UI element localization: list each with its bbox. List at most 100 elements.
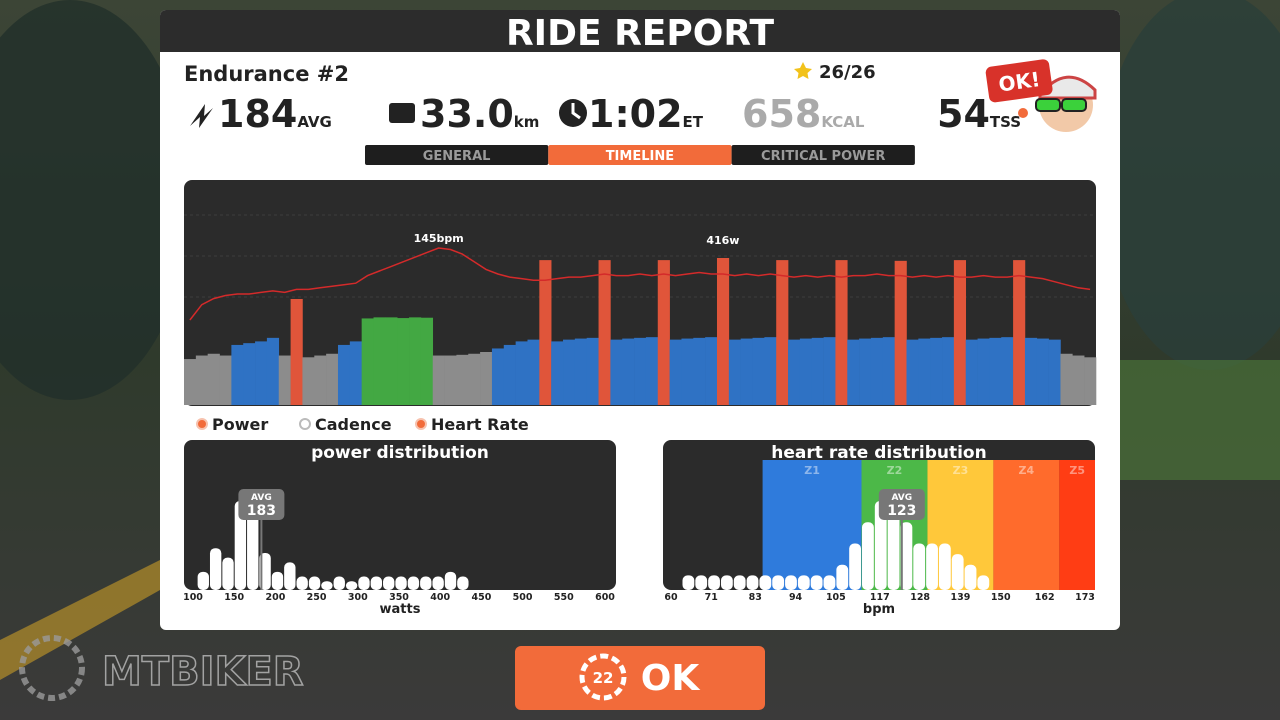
- power-bar: [1060, 353, 1073, 405]
- tab-label[interactable]: GENERAL: [423, 149, 491, 164]
- x-tick-label: 94: [789, 592, 803, 603]
- histogram-bar: [733, 575, 746, 590]
- tab[interactable]: [731, 145, 915, 165]
- power-bar: [752, 337, 765, 405]
- power-bar: [361, 318, 374, 405]
- ok-button[interactable]: [515, 646, 765, 710]
- histogram-bar: [197, 571, 209, 590]
- power-bar: [337, 344, 351, 405]
- legend-label[interactable]: Cadence: [315, 415, 392, 434]
- tab[interactable]: [548, 145, 732, 165]
- histogram-bar: [849, 543, 862, 590]
- histogram-bar: [420, 576, 432, 590]
- power-bar: [420, 317, 434, 405]
- tab-label[interactable]: CRITICAL POWER: [761, 149, 885, 164]
- histogram-bar: [271, 571, 284, 590]
- tab[interactable]: [365, 145, 549, 165]
- stat-unit: TSS: [990, 113, 1021, 131]
- stat-value: 658: [742, 92, 821, 136]
- hr-zone: [1059, 460, 1095, 590]
- power-icon: [190, 104, 213, 128]
- legend-marker[interactable]: [415, 418, 427, 430]
- x-tick-label: 350: [389, 592, 409, 603]
- power-bar: [385, 317, 398, 405]
- power-bar: [728, 339, 741, 405]
- power-bar: [195, 355, 208, 405]
- histogram-bar: [836, 564, 849, 590]
- power-bar: [716, 258, 730, 405]
- histogram-bar: [887, 501, 900, 590]
- tree: [1100, 0, 1280, 370]
- power-bar: [870, 337, 884, 405]
- power-bar: [290, 298, 303, 405]
- power-bar: [314, 355, 327, 405]
- histogram-bar: [209, 548, 222, 590]
- zone-label: Z5: [1069, 464, 1085, 477]
- histogram-bar: [444, 571, 457, 590]
- ok-label[interactable]: OK: [641, 658, 701, 699]
- legend-label[interactable]: Power: [212, 415, 268, 434]
- power-bar: [397, 318, 410, 405]
- histogram-bar: [785, 575, 797, 590]
- histogram-bar: [345, 581, 358, 590]
- power-bar: [586, 337, 599, 405]
- avatar-glasses: [1035, 98, 1061, 112]
- grass: [1120, 360, 1280, 480]
- countdown: 22: [593, 669, 614, 687]
- x-tick-label: 200: [265, 592, 285, 603]
- power-bar: [693, 337, 706, 405]
- x-tick-label: 500: [513, 592, 533, 603]
- power-bar: [432, 355, 445, 405]
- avatar-glasses: [1061, 98, 1087, 112]
- tab-label[interactable]: TIMELINE: [606, 149, 674, 164]
- legend-label[interactable]: Heart Rate: [431, 415, 529, 434]
- tss-help: [1018, 108, 1028, 118]
- histogram-bar: [746, 575, 759, 590]
- hr-zone: [993, 460, 1060, 590]
- power-dist-panel: [184, 440, 616, 590]
- power-bar: [634, 337, 647, 405]
- power-annotation: 416w: [706, 234, 739, 247]
- zone-label: Z1: [804, 464, 820, 477]
- x-axis-label: watts: [380, 602, 421, 617]
- x-tick-label: 300: [348, 592, 368, 603]
- stat: 658KCAL: [742, 92, 865, 136]
- power-bar: [551, 341, 564, 405]
- x-tick-label: 550: [554, 592, 574, 603]
- clock-hands: [571, 103, 581, 120]
- zone-label: Z3: [953, 464, 969, 477]
- power-bar: [1048, 339, 1061, 405]
- badge: OK!: [997, 67, 1042, 97]
- speech-bubble: [985, 59, 1053, 103]
- power-bar: [231, 344, 244, 405]
- histogram-bar: [964, 564, 977, 590]
- histogram-bar: [874, 501, 887, 590]
- hr-annotation: 145bpm: [414, 232, 464, 245]
- x-tick-label: 117: [870, 592, 890, 603]
- stat-value: 1:02: [588, 92, 683, 136]
- power-bar: [740, 338, 753, 405]
- power-bar: [574, 338, 588, 405]
- power-bar: [184, 359, 197, 405]
- stat: 184AVG: [218, 92, 332, 136]
- power-bar: [1013, 260, 1026, 405]
- histogram-bar: [682, 575, 695, 590]
- power-dist-title: power distribution: [311, 443, 489, 463]
- legend-marker[interactable]: [299, 418, 311, 430]
- power-bar: [1084, 357, 1097, 405]
- legend-marker[interactable]: [196, 418, 208, 430]
- histogram-bar: [333, 576, 345, 590]
- title: RIDE REPORT: [506, 13, 775, 54]
- histogram-bar: [395, 576, 407, 590]
- power-bar: [894, 260, 907, 405]
- power-bar: [1072, 355, 1085, 405]
- power-bar: [953, 260, 967, 405]
- power-bar: [811, 337, 824, 405]
- x-tick-label: 105: [826, 592, 846, 603]
- power-bar: [491, 348, 505, 405]
- power-bar: [243, 343, 256, 405]
- x-tick-label: 71: [705, 592, 718, 603]
- histogram-bar: [823, 575, 836, 590]
- histogram-bar: [720, 575, 733, 590]
